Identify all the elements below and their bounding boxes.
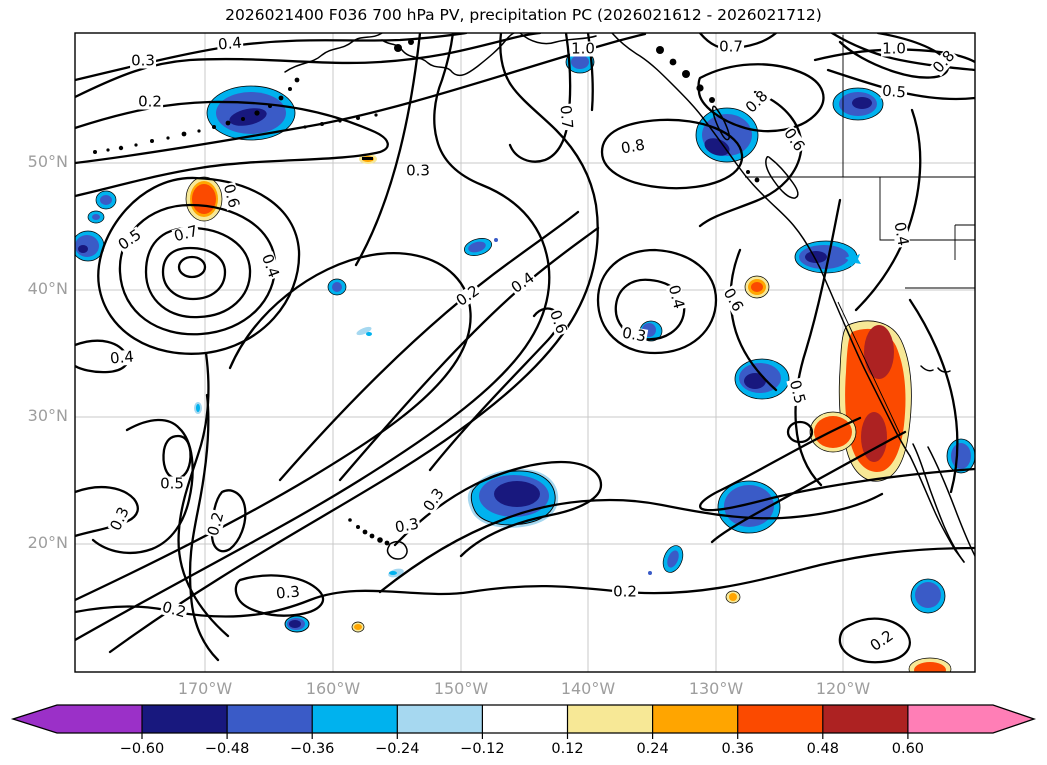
shaded-anomalies bbox=[75, 50, 975, 672]
contour-label: 0.5 bbox=[880, 81, 908, 102]
anomaly-blob bbox=[467, 468, 559, 528]
colorbar-tick-label: 0.48 bbox=[806, 741, 839, 757]
colorbar-band bbox=[652, 705, 738, 733]
anomaly-blob bbox=[185, 176, 223, 222]
contour-label: 1.0 bbox=[881, 39, 907, 58]
lat-tick-label: 20°N bbox=[27, 533, 68, 552]
lat-tick-label: 40°N bbox=[27, 279, 68, 298]
island-specks bbox=[93, 39, 760, 546]
anomaly-blob bbox=[648, 545, 684, 575]
contour-label: 0.7 bbox=[718, 37, 744, 56]
anomaly-blob bbox=[910, 578, 946, 614]
anomaly-blob bbox=[359, 154, 377, 164]
colorbar-band bbox=[57, 705, 142, 733]
anomaly-blob bbox=[908, 657, 952, 672]
contour-label: 0.3 bbox=[619, 323, 649, 346]
contour-label: 0.5 bbox=[159, 474, 185, 493]
colorbar-band bbox=[312, 705, 398, 733]
state-borders bbox=[745, 35, 975, 435]
lon-tick-label: 120°W bbox=[815, 679, 871, 698]
anomaly-blob bbox=[734, 358, 790, 400]
anomaly-blob bbox=[717, 480, 781, 534]
colorbar-band bbox=[737, 705, 823, 733]
coastlines bbox=[284, 33, 975, 563]
colorbar-band bbox=[142, 705, 228, 733]
colorbar bbox=[10, 704, 1037, 739]
contour-label: 0.4 bbox=[108, 347, 136, 368]
colorbar-band bbox=[993, 705, 1034, 733]
colorbar-tick-label: −0.36 bbox=[289, 741, 335, 757]
anomaly-blob bbox=[87, 190, 117, 224]
contour-label: 0.3 bbox=[405, 161, 431, 180]
colorbar-band bbox=[907, 705, 993, 733]
colorbar-band bbox=[227, 705, 313, 733]
lat-tick-label: 30°N bbox=[27, 406, 68, 425]
colorbar-band bbox=[13, 705, 57, 733]
colorbar-band bbox=[397, 705, 483, 733]
anomaly-blob bbox=[832, 87, 884, 121]
anomaly-blob bbox=[946, 438, 975, 474]
colorbar-tick-label: −0.12 bbox=[460, 741, 505, 757]
lon-tick-label: 130°W bbox=[688, 679, 744, 698]
colorbar-tick-label: −0.24 bbox=[375, 741, 420, 757]
contour-label: 0.3 bbox=[392, 514, 422, 537]
contour-label: 0.3 bbox=[274, 582, 302, 603]
chart-title: 2026021400 F036 700 hPa PV, precipitatio… bbox=[225, 6, 822, 24]
contour-label: 0.3 bbox=[130, 51, 156, 70]
colorbar-band bbox=[567, 705, 653, 733]
contour-label: 0.7 bbox=[556, 103, 577, 131]
colorbar-tick-label: 0.36 bbox=[721, 741, 754, 757]
lon-tick-label: 160°W bbox=[305, 679, 361, 698]
contour-label: 0.4 bbox=[216, 33, 244, 54]
anomaly-blob bbox=[388, 568, 404, 578]
colorbar-tick-label: 0.12 bbox=[551, 741, 584, 757]
anomaly-blob bbox=[464, 238, 498, 256]
lon-tick-label: 150°W bbox=[433, 679, 489, 698]
colorbar-band bbox=[822, 705, 908, 733]
contour-label: 0.2 bbox=[137, 92, 163, 111]
colorbar-band bbox=[482, 705, 568, 733]
anomaly-blob bbox=[194, 402, 202, 414]
colorbar-tick-label: −0.48 bbox=[204, 741, 250, 757]
lon-tick-label: 140°W bbox=[560, 679, 616, 698]
lat-tick-label: 50°N bbox=[27, 152, 68, 171]
colorbar-outline bbox=[10, 704, 1037, 734]
pv-contours bbox=[75, 33, 975, 664]
contour-label: 0.2 bbox=[612, 582, 638, 601]
anomaly-blob bbox=[809, 320, 912, 482]
anomaly-blob bbox=[744, 275, 770, 299]
colorbar-tick-label: 0.60 bbox=[891, 741, 925, 757]
contour-label: 0.8 bbox=[618, 135, 648, 158]
anomaly-blob bbox=[206, 85, 296, 141]
lon-tick-label: 170°W bbox=[177, 679, 233, 698]
contour-label: 0.4 bbox=[890, 219, 913, 249]
anomaly-blob bbox=[284, 615, 310, 633]
anomaly-blob bbox=[327, 278, 372, 336]
map-frame bbox=[74, 32, 976, 673]
anomaly-blob bbox=[75, 230, 105, 262]
contour-label: 1.0 bbox=[570, 39, 596, 58]
colorbar-tick-label: −0.60 bbox=[119, 741, 165, 757]
colorbar-tick-label: 0.24 bbox=[636, 741, 669, 757]
anomaly-blob bbox=[351, 590, 741, 633]
